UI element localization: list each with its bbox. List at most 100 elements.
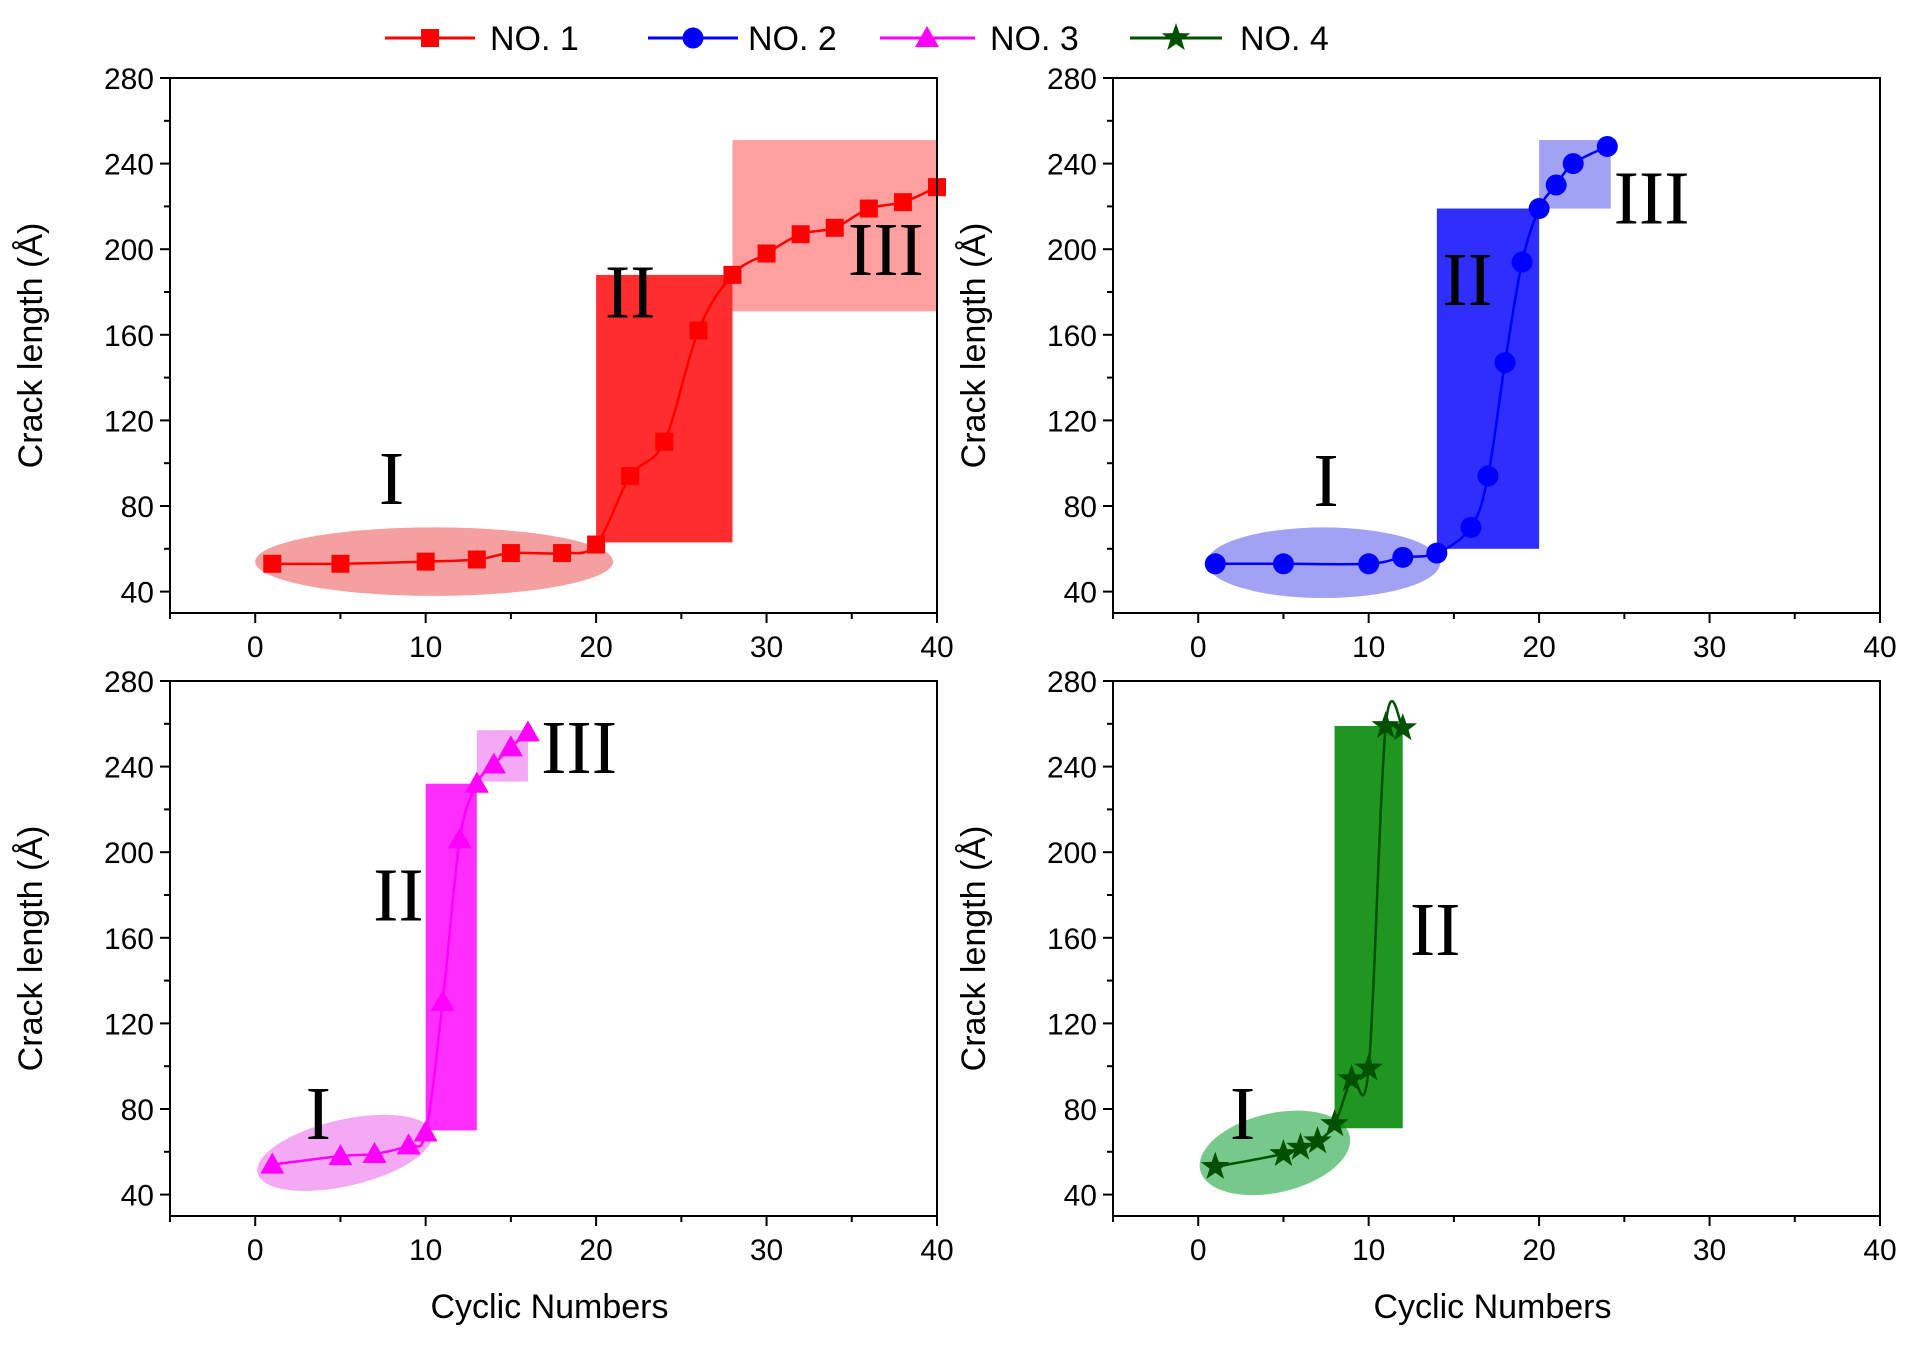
stage-label-II: II [373, 854, 424, 938]
data-point-13 [791, 225, 810, 244]
y-tick-label: 200 [104, 234, 154, 267]
x-tick-label: 0 [247, 1234, 264, 1267]
data-point-3 [416, 552, 435, 571]
x-axis-title: Cyclic Numbers [430, 1288, 668, 1326]
x-tick-label: 10 [409, 1234, 442, 1267]
legend-entry-1: NO. 1 [385, 20, 579, 58]
data-point-13 [1596, 135, 1618, 157]
data-point-5 [1320, 1109, 1349, 1137]
stage-label-II: II [605, 251, 656, 335]
stage-label-I: I [1313, 439, 1338, 523]
legend-entry-2: NO. 2 [648, 20, 837, 58]
y-tick-label: 80 [121, 1094, 154, 1127]
x-tick-label: 20 [1522, 631, 1555, 664]
stage-label-II: II [1442, 238, 1493, 322]
y-tick-label: 120 [1047, 405, 1097, 438]
data-point-7 [587, 535, 606, 554]
data-point-14 [825, 218, 844, 237]
y-tick-label: 160 [1047, 320, 1097, 353]
x-tick-label: 40 [920, 631, 953, 664]
y-tick-label: 200 [104, 837, 154, 870]
data-point-3 [362, 1141, 387, 1163]
legend-label: NO. 4 [1240, 20, 1329, 58]
plot-frame [169, 77, 938, 614]
data-point-7 [1477, 465, 1499, 487]
data-point-10 [498, 735, 523, 757]
x-tick-label: 0 [1190, 1234, 1207, 1267]
legend-marker [1161, 23, 1191, 51]
plot-frame [1112, 77, 1881, 614]
data-point-5 [501, 544, 520, 563]
data-point-11 [1545, 174, 1567, 196]
x-tick-label: 30 [1693, 631, 1726, 664]
data-point-5 [1426, 542, 1448, 564]
y-tick-label: 40 [121, 1180, 154, 1213]
data-point-9 [481, 752, 506, 774]
y-tick-label: 80 [1064, 491, 1097, 524]
y-tick-label: 240 [104, 752, 154, 785]
y-tick-label: 280 [1047, 63, 1097, 96]
data-point-4 [1303, 1126, 1332, 1154]
data-point-16 [893, 193, 912, 212]
y-axis-title: Crack length (Å) [12, 826, 50, 1072]
data-point-8 [621, 467, 640, 486]
x-tick-label: 0 [247, 631, 264, 664]
y-tick-label: 280 [1047, 666, 1097, 699]
data-point-6 [430, 990, 455, 1011]
data-point-11 [723, 265, 742, 284]
plot-frame [1112, 680, 1881, 1217]
data-point-2 [1272, 553, 1294, 575]
x-tick-label: 20 [579, 631, 612, 664]
data-point-8 [1494, 352, 1516, 374]
y-tick-label: 40 [121, 577, 154, 610]
data-point-4 [467, 550, 486, 569]
stage-label-I: I [306, 1072, 331, 1156]
y-tick-label: 80 [1064, 1094, 1097, 1127]
data-point-1 [263, 554, 282, 573]
legend-marker [915, 26, 939, 47]
data-point-6 [1460, 516, 1482, 538]
data-point-5 [413, 1120, 438, 1142]
y-tick-label: 80 [121, 491, 154, 524]
stage-label-III: III [848, 208, 924, 292]
x-tick-label: 0 [1190, 631, 1207, 664]
legend-entry-4: NO. 4 [1130, 20, 1329, 58]
data-point-8 [1371, 710, 1400, 739]
y-tick-label: 40 [1064, 1180, 1097, 1213]
data-point-10 [1528, 198, 1550, 220]
data-point-15 [859, 199, 878, 218]
data-point-6 [553, 544, 572, 563]
x-tick-label: 10 [1352, 1234, 1385, 1267]
stage-label-III: III [1614, 157, 1690, 241]
y-tick-label: 280 [104, 63, 154, 96]
x-tick-label: 20 [579, 1234, 612, 1267]
y-tick-label: 120 [1047, 1008, 1097, 1041]
legend-marker [421, 29, 439, 47]
y-tick-label: 200 [1047, 837, 1097, 870]
y-tick-label: 160 [104, 320, 154, 353]
data-point-8 [464, 771, 489, 793]
x-axis-title: Cyclic Numbers [1373, 1288, 1611, 1326]
data-point-2 [328, 1144, 353, 1166]
x-tick-label: 30 [1693, 1234, 1726, 1267]
data-point-12 [1562, 153, 1584, 175]
data-point-1 [1204, 553, 1226, 575]
legend: NO. 1 NO. 2 NO. 3 NO. 4 [385, 20, 1329, 58]
data-point-7 [447, 827, 472, 849]
y-tick-label: 160 [104, 923, 154, 956]
data-point-9 [655, 432, 674, 451]
data-point-11 [515, 720, 540, 742]
data-point-12 [757, 244, 776, 263]
y-axis-title: Crack length (Å) [955, 826, 993, 1072]
legend-label: NO. 1 [490, 20, 579, 58]
data-point-6 [1337, 1064, 1366, 1092]
legend-marker [682, 27, 704, 49]
y-tick-label: 240 [1047, 149, 1097, 182]
data-point-9 [1388, 713, 1417, 741]
y-tick-label: 160 [1047, 923, 1097, 956]
